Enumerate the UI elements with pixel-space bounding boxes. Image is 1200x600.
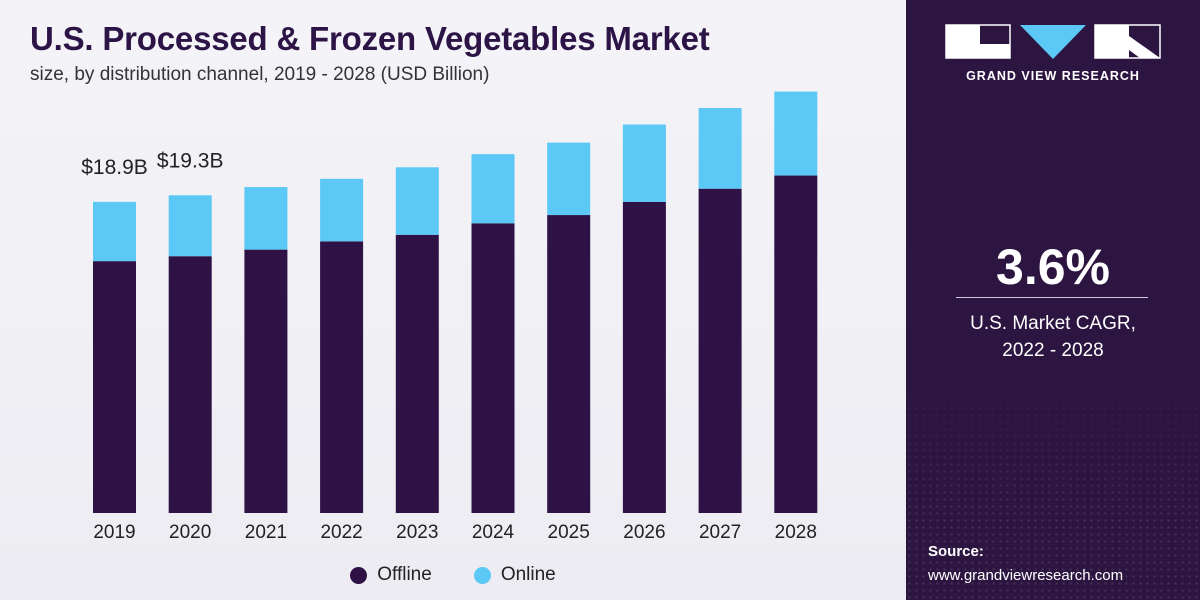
- bar-offline-2027: [698, 188, 742, 513]
- legend-label-offline: Offline: [377, 564, 432, 585]
- cagr-value: 3.6%: [996, 239, 1110, 295]
- bar-online-2021: [244, 187, 288, 250]
- bar-offline-2024: [471, 223, 515, 513]
- x-tick-label: 2024: [472, 522, 515, 543]
- dot-pattern-decoration: [906, 370, 1200, 600]
- source-title: Source:: [928, 543, 984, 560]
- bar-online-2023: [395, 167, 439, 235]
- x-tick-label: 2025: [548, 522, 590, 543]
- x-tick-label: 2020: [169, 522, 211, 543]
- bar-offline-2021: [244, 249, 288, 513]
- x-tick-label: 2019: [93, 522, 135, 543]
- legend-swatch-offline: [350, 566, 368, 584]
- brand-name: GRAND VIEW RESEARCH: [966, 69, 1140, 83]
- bar-online-2020: [168, 195, 212, 257]
- x-tick-label: 2027: [699, 522, 741, 543]
- x-tick-label: 2026: [623, 522, 665, 543]
- data-label-2019: $18.9B: [81, 156, 148, 179]
- bar-offline-2023: [395, 234, 439, 514]
- cagr-label-line1: U.S. Market CAGR,: [970, 313, 1136, 334]
- x-tick-label: 2028: [775, 522, 817, 543]
- bar-online-2025: [547, 142, 591, 216]
- legend-label-online: Online: [500, 564, 556, 585]
- cagr-label: U.S. Market CAGR, 2022 - 2028: [906, 310, 1200, 364]
- chart-subtitle: size, by distribution channel, 2019 - 20…: [30, 64, 490, 85]
- bar-online-2026: [622, 124, 666, 202]
- legend-swatch-online: [473, 566, 491, 584]
- bar-offline-2028: [774, 175, 818, 514]
- bar-offline-2022: [320, 241, 364, 513]
- cagr-label-line2: 2022 - 2028: [1002, 340, 1104, 361]
- x-tick-label: 2022: [320, 522, 362, 543]
- data-label-2020: $19.3B: [157, 149, 224, 172]
- bar-online-2022: [320, 178, 364, 242]
- bar-online-2028: [774, 91, 818, 176]
- bar-chart: 2019 2020 2021 2022 2023 2024 2025 2026 2027 2028…: [81, 91, 818, 543]
- cagr-divider: [956, 297, 1148, 298]
- gvr-logo: GRAND VIEW RESEARCH: [944, 22, 1162, 83]
- chart-panel: U.S. Processed & Frozen Vegetables Marke…: [0, 0, 906, 600]
- bar-offline-2020: [168, 256, 212, 513]
- x-tick-label: 2023: [396, 522, 438, 543]
- bar-online-2019: [93, 201, 136, 262]
- chart-legend: Offline Online: [0, 564, 906, 586]
- bar-online-2027: [698, 108, 742, 189]
- info-panel: GRAND VIEW RESEARCH 3.6% U.S. Market CAG…: [906, 0, 1200, 600]
- bar-offline-2019: [93, 261, 136, 513]
- bar-offline-2025: [547, 215, 591, 514]
- chart-title: U.S. Processed & Frozen Vegetables Marke…: [30, 20, 710, 57]
- gvr-logo-icon: [945, 24, 1161, 59]
- source-link[interactable]: www.grandviewresearch.com: [928, 567, 1124, 584]
- legend-item-offline: Offline: [350, 564, 432, 586]
- bar-online-2024: [471, 154, 515, 224]
- bar-offline-2026: [622, 201, 666, 513]
- legend-item-online: Online: [473, 564, 556, 586]
- x-tick-label: 2021: [245, 522, 287, 543]
